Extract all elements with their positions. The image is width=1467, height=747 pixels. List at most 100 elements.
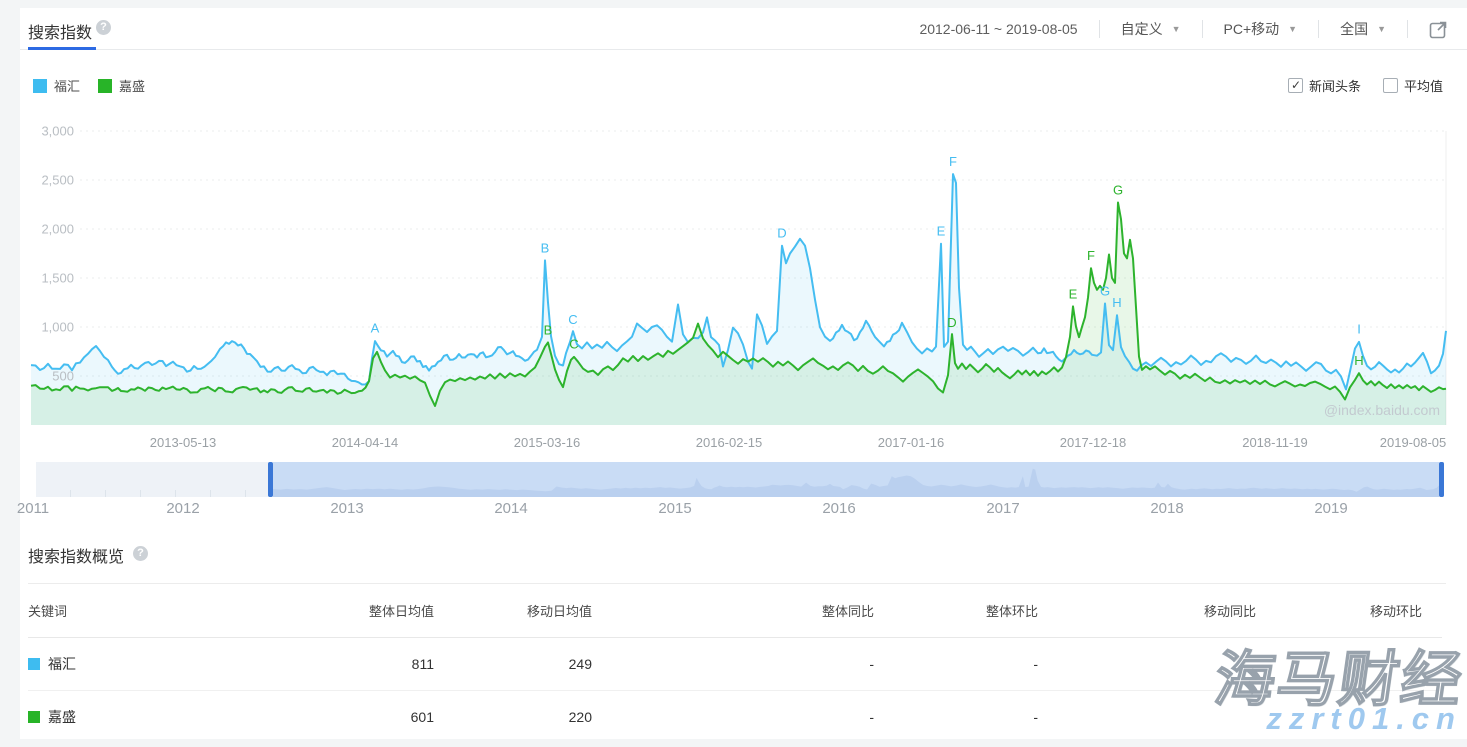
chevron-down-icon: ▼ [1288,24,1298,34]
x-axis-label: 2018-11-19 [1242,435,1308,450]
date-range[interactable]: 2012-06-11 ~ 2019-08-05 [919,21,1078,37]
keyword-cell: 福汇 [28,654,278,674]
divider [1318,20,1320,38]
value-cell: - [1033,656,1038,672]
event-marker-C[interactable]: C [569,336,578,351]
keyword-color-chip [28,710,40,723]
slider-year-2019: 2019 [1314,500,1348,517]
y-axis-label: 2,000 [41,222,74,237]
column-header: 整体日均值 [368,604,434,619]
column-header: 移动日均值 [526,604,592,619]
event-marker-E[interactable]: E [937,224,946,239]
checkbox-icon[interactable] [1382,78,1398,93]
table-row: 福汇 811 249 - - [28,638,1442,690]
legend-label: 嘉盛 [119,79,146,94]
legend-label: 福汇 [54,79,81,94]
toggle-label: 新闻头条 [1308,79,1361,94]
header-controls: 2012-06-11 ~ 2019-08-05 自定义 ▼ PC+移动 ▼ 全国 ▼ [919,8,1448,50]
column-header: 关键词 [28,604,68,619]
divider [28,583,1446,584]
slider-year-2015: 2015 [658,500,692,517]
tab-search-index[interactable]: 搜索指数 [28,25,93,42]
value-cell: - [869,708,874,725]
series-line-福汇[interactable] [30,173,1447,391]
event-marker-F[interactable]: F [949,154,957,169]
legend-item-福汇[interactable]: 福汇 [33,76,80,95]
chart-watermark: @index.baidu.com [1324,402,1440,418]
divider [1201,20,1203,38]
slider-year-2011: 2011 [16,500,50,517]
external-link-icon[interactable] [1429,20,1448,39]
legend-row: 福汇 嘉盛 新闻头条 平均值 [20,70,1467,100]
card: 搜索指数 ? 2012-06-11 ~ 2019-08-05 自定义 ▼ PC+移… [17,8,1467,742]
event-marker-B[interactable]: B [544,323,553,338]
area-fill-嘉盛 [31,202,1446,425]
event-marker-H[interactable]: H [1112,295,1121,310]
y-axis-label: 3,000 [41,124,74,139]
dropdown-custom[interactable]: 自定义 ▼ [1120,21,1181,37]
event-marker-B[interactable]: B [541,240,550,255]
event-marker-G[interactable]: G [1113,183,1123,198]
legend-item-嘉盛[interactable]: 嘉盛 [98,76,145,95]
legend-color-chip [98,78,113,93]
value-cell: 811 [411,656,434,672]
column-header: 整体环比 [985,604,1038,619]
table-row: 嘉盛 601 220 - - [28,690,1442,742]
area-fill-福汇 [31,174,1446,425]
divider [1407,20,1408,38]
slider-handle-right[interactable] [1439,462,1444,497]
slider-mini-chart [273,468,1439,497]
dropdown-platform[interactable]: PC+移动 ▼ [1223,21,1298,37]
event-marker-C[interactable]: C [568,312,577,327]
y-axis-label: 2,500 [41,173,74,188]
x-axis-label: 2019-08-05 [1380,435,1447,450]
event-marker-D[interactable]: D [777,226,786,241]
overview-table: 关键词 整体日均值 移动日均值 整体同比 整体环比 移动同比 移动环比福汇 811 249 - - 嘉… [28,584,1442,742]
slider-year-2017: 2017 [986,500,1020,517]
dropdown-region[interactable]: 全国 ▼ [1340,21,1386,37]
event-marker-I[interactable]: I [1357,322,1361,337]
x-axis-label: 2017-12-18 [1060,435,1127,450]
keyword-color-chip [28,658,40,670]
tab-bar: 搜索指数 ? 2012-06-11 ~ 2019-08-05 自定义 ▼ PC+移… [20,8,1467,50]
slider-year-2014: 2014 [494,500,528,517]
chevron-down-icon: ▼ [1171,24,1181,34]
column-header: 移动同比 [1203,604,1256,619]
column-header: 移动环比 [1369,604,1422,619]
column-header: 整体同比 [821,604,874,619]
slider-handle-left[interactable] [268,462,273,497]
overview-title: 搜索指数概览 [28,549,125,566]
help-icon[interactable]: ? [96,20,111,35]
help-icon[interactable]: ? [133,546,148,561]
slider-year-2013: 2013 [330,500,364,517]
series-line-嘉盛[interactable] [30,201,1447,407]
slider-year-2012: 2012 [166,500,200,517]
toggle-新闻头条[interactable]: 新闻头条 [1287,76,1361,95]
event-marker-F[interactable]: F [1087,248,1095,263]
value-cell: - [1033,708,1038,725]
event-marker-G[interactable]: G [1100,283,1110,298]
event-marker-E[interactable]: E [1069,286,1078,301]
value-cell: 601 [410,708,434,725]
x-axis-label: 2013-05-13 [150,435,217,450]
event-marker-A[interactable]: A [371,321,380,336]
timeline-slider[interactable] [36,462,1444,497]
slider-year-2016: 2016 [822,500,856,517]
keyword-label[interactable]: 嘉盛 [48,708,76,725]
y-axis-label: 500 [52,369,74,384]
event-marker-H[interactable]: H [1354,353,1363,368]
keyword-cell: 嘉盛 [28,707,278,727]
checkbox-icon[interactable] [1287,78,1303,93]
event-marker-D[interactable]: D [947,315,956,330]
toggle-label: 平均值 [1403,79,1443,94]
slider-year-labels: 2011 2012 2013 2014 2015 2016 2017 2018 2019 [0,500,1467,520]
slider-selected-range[interactable] [273,462,1439,497]
chart-toggles: 新闻头条 平均值 [1266,76,1443,95]
legend-color-chip [33,78,47,93]
keyword-label[interactable]: 福汇 [48,656,76,672]
value-cell: 249 [568,656,592,672]
table-header-row: 关键词 整体日均值 移动日均值 整体同比 整体环比 移动同比 移动环比 [28,584,1442,638]
value-cell: - [869,656,874,672]
toggle-平均值[interactable]: 平均值 [1382,76,1443,95]
